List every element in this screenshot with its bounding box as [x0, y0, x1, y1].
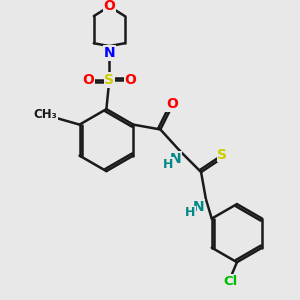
Text: H: H — [163, 158, 173, 171]
Text: O: O — [82, 73, 94, 87]
Text: S: S — [218, 148, 227, 162]
Text: CH₃: CH₃ — [34, 108, 58, 122]
Text: N: N — [192, 200, 204, 214]
Text: O: O — [125, 73, 136, 87]
Text: O: O — [166, 97, 178, 111]
Text: O: O — [103, 0, 115, 14]
Text: Cl: Cl — [223, 275, 237, 288]
Text: N: N — [103, 46, 115, 60]
Text: H: H — [185, 206, 196, 219]
Text: S: S — [104, 73, 114, 87]
Text: N: N — [170, 152, 182, 166]
